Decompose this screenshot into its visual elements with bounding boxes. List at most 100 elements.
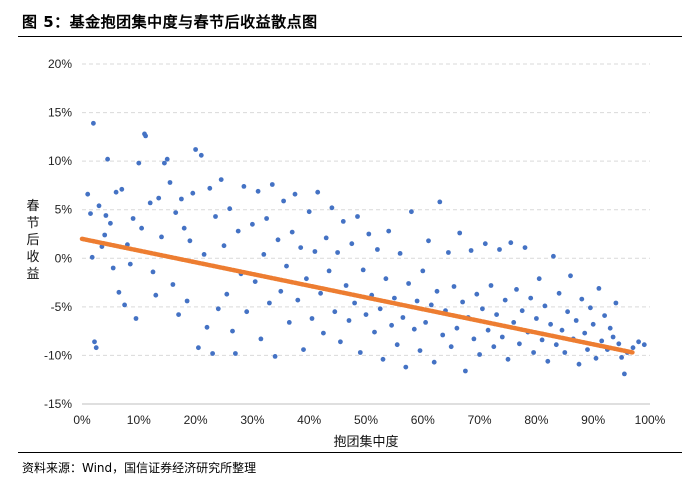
- data-point: [301, 347, 306, 352]
- data-point: [119, 186, 125, 192]
- x-tick-label: 0%: [73, 413, 91, 427]
- data-point: [153, 292, 159, 298]
- y-tick-label: 15%: [48, 106, 72, 120]
- y-tick-label: -5%: [51, 300, 73, 314]
- grid-lines: [82, 63, 650, 356]
- data-point: [630, 345, 636, 351]
- data-point: [201, 252, 207, 257]
- data-point: [338, 339, 343, 345]
- data-point: [147, 200, 153, 206]
- data-point: [355, 214, 360, 219]
- data-point: [440, 332, 446, 338]
- data-point: [409, 209, 414, 215]
- y-tick-label: 20%: [48, 57, 72, 71]
- data-point: [233, 351, 238, 356]
- data-point: [536, 276, 542, 282]
- data-point: [375, 247, 380, 252]
- data-point: [204, 324, 210, 330]
- data-point: [588, 305, 593, 311]
- data-point: [389, 322, 394, 328]
- data-point: [426, 238, 431, 244]
- data-point: [451, 284, 457, 289]
- data-point: [610, 334, 616, 340]
- data-point: [460, 299, 465, 305]
- data-point: [284, 263, 289, 269]
- data-point: [326, 268, 332, 274]
- data-point: [198, 152, 204, 158]
- data-point: [261, 252, 267, 257]
- trendline: [79, 236, 636, 355]
- data-point: [173, 210, 179, 216]
- data-point: [164, 156, 170, 162]
- data-point: [113, 189, 119, 195]
- x-tick-label: 20%: [184, 413, 208, 427]
- data-point: [295, 297, 301, 303]
- data-point: [96, 203, 102, 209]
- data-point: [85, 191, 91, 197]
- data-point: [431, 359, 437, 365]
- data-point: [551, 253, 556, 259]
- data-point: [599, 338, 605, 344]
- data-point: [207, 185, 213, 191]
- data-point: [556, 290, 562, 296]
- data-point: [235, 228, 241, 234]
- data-point: [392, 295, 397, 301]
- data-point: [252, 279, 258, 284]
- data-point: [593, 355, 599, 361]
- data-point: [321, 330, 326, 336]
- data-point: [102, 232, 108, 238]
- y-tick-label: 0%: [55, 251, 73, 265]
- data-point: [641, 342, 647, 348]
- data-point: [386, 228, 392, 234]
- data-point: [463, 368, 468, 374]
- y-tick-label: -15%: [44, 397, 72, 411]
- data-point: [491, 344, 497, 350]
- data-point: [190, 190, 196, 196]
- data-point: [499, 334, 505, 340]
- data-point: [264, 216, 269, 221]
- x-tick-label: 60%: [411, 413, 435, 427]
- data-point: [250, 221, 255, 227]
- data-point: [446, 250, 451, 255]
- x-axis-ticks: 0% 10% 20% 30% 40% 50% 60% 70% 80% 90% 100%: [73, 413, 665, 427]
- data-point: [553, 342, 559, 348]
- data-point: [482, 241, 488, 247]
- figure-title: 图 5：基金抱团集中度与春节后收益散点图: [22, 13, 318, 31]
- data-point: [596, 286, 602, 291]
- data-point: [542, 303, 548, 309]
- data-point: [457, 230, 463, 236]
- scatter-points: [85, 120, 647, 377]
- data-point: [269, 182, 275, 187]
- data-point: [143, 133, 149, 139]
- data-point: [636, 339, 641, 345]
- data-point: [167, 180, 173, 185]
- data-point: [306, 209, 312, 215]
- data-point: [474, 291, 480, 297]
- data-point: [272, 354, 278, 359]
- data-point: [210, 351, 216, 356]
- data-point: [454, 325, 460, 331]
- data-point: [534, 316, 539, 321]
- data-point: [363, 312, 369, 317]
- data-point: [559, 327, 565, 333]
- data-point: [420, 268, 426, 274]
- data-point: [528, 295, 534, 301]
- data-point: [215, 306, 221, 312]
- data-point: [531, 350, 536, 355]
- data-point: [602, 313, 607, 318]
- data-point: [423, 320, 428, 325]
- data-point: [508, 240, 514, 246]
- data-point: [304, 276, 309, 282]
- data-point: [511, 320, 517, 325]
- data-point: [244, 309, 250, 315]
- data-point: [505, 356, 511, 362]
- y-tick-label: 5%: [55, 203, 73, 217]
- data-point: [315, 189, 321, 195]
- data-point: [514, 287, 519, 292]
- data-point: [406, 281, 411, 286]
- data-point: [494, 312, 499, 317]
- data-point: [176, 312, 182, 317]
- data-point: [281, 198, 286, 204]
- data-point: [187, 238, 193, 244]
